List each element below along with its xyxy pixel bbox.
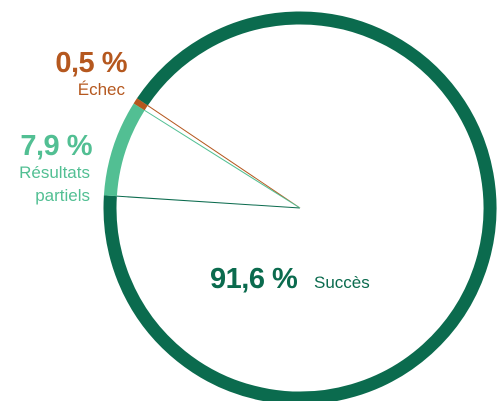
slice-category-label-partiels-line1: Résultats — [19, 163, 90, 182]
slice-divider-1 — [116, 195, 301, 209]
slice-value-label-echec: 0,5 % — [55, 47, 127, 79]
slice-value-label-partiels: 7,9 % — [20, 130, 92, 162]
pie-rim — [103, 11, 497, 401]
slice-category-label-partiels-line2: partiels — [35, 186, 90, 205]
slice-category-label-echec: Échec — [78, 80, 126, 99]
pie-slice-partiels — [103, 103, 145, 197]
pie-slice-succes — [103, 11, 497, 401]
slice-dividers — [116, 105, 301, 209]
slice-divider-3 — [144, 109, 301, 209]
pie-slice-echec — [133, 98, 148, 111]
slice-divider-2 — [147, 105, 301, 209]
slice-value-label-succes: 91,6 % — [210, 263, 298, 295]
slice-category-label-succes: Succès — [314, 273, 370, 292]
